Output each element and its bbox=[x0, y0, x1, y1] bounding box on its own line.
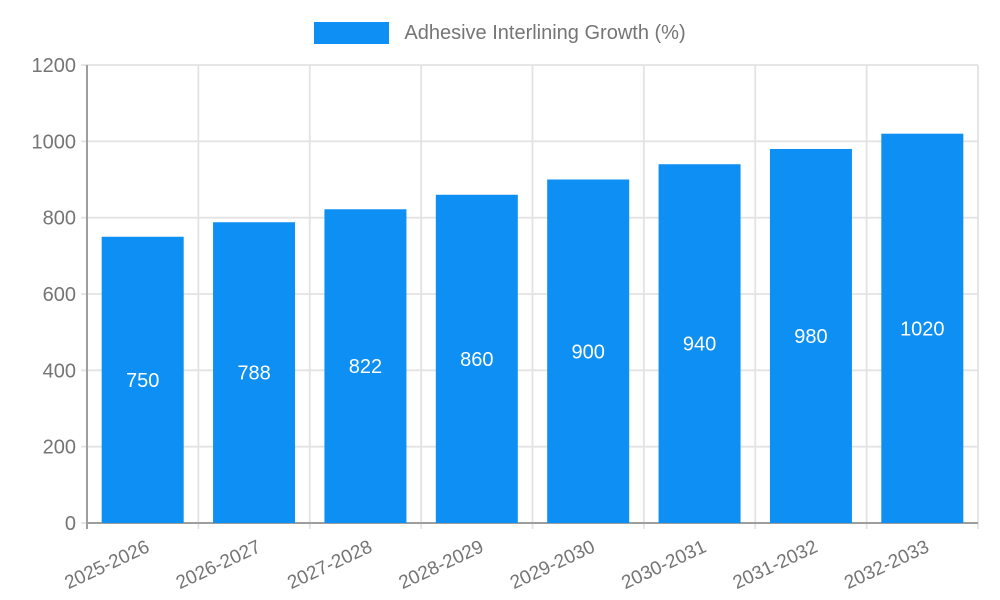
bar bbox=[435, 194, 518, 523]
bar-value-label: 750 bbox=[126, 370, 159, 392]
legend-label: Adhesive Interlining Growth (%) bbox=[404, 21, 686, 44]
bar-value-label: 788 bbox=[237, 363, 270, 385]
legend-item[interactable]: Adhesive Interlining Growth (%) bbox=[314, 21, 686, 45]
x-tick-label: 2028-2029 bbox=[396, 536, 487, 593]
y-tick-label: 1200 bbox=[32, 55, 77, 77]
x-tick-label: 2031-2032 bbox=[730, 536, 821, 593]
bar bbox=[213, 222, 296, 523]
x-tick-label: 2026-2027 bbox=[173, 536, 264, 593]
x-tick-label: 2032-2033 bbox=[841, 536, 932, 593]
y-tick-label: 0 bbox=[65, 513, 76, 535]
bar bbox=[881, 133, 964, 523]
y-tick-label: 600 bbox=[43, 284, 76, 306]
bar-value-label: 822 bbox=[349, 356, 382, 378]
y-tick-label: 400 bbox=[43, 360, 76, 382]
x-tick-label: 2025-2026 bbox=[62, 536, 153, 593]
bar bbox=[547, 179, 630, 523]
bar bbox=[101, 236, 184, 523]
y-tick-label: 200 bbox=[43, 437, 76, 459]
legend: Adhesive Interlining Growth (%) bbox=[0, 11, 1000, 55]
x-tick-label: 2029-2030 bbox=[507, 536, 598, 593]
x-tick-label: 2030-2031 bbox=[618, 536, 709, 593]
bar-value-label: 980 bbox=[794, 326, 827, 348]
bar bbox=[769, 148, 852, 523]
y-tick-label: 1000 bbox=[32, 131, 77, 153]
bar-value-label: 1020 bbox=[900, 318, 945, 340]
y-tick-label: 800 bbox=[43, 208, 76, 230]
bar-value-label: 860 bbox=[460, 349, 493, 371]
bar bbox=[658, 164, 741, 523]
legend-swatch bbox=[314, 22, 390, 44]
bar bbox=[324, 209, 407, 523]
bar-value-label: 900 bbox=[572, 341, 605, 363]
x-tick-label: 2027-2028 bbox=[284, 536, 375, 593]
bar-value-label: 940 bbox=[683, 334, 716, 356]
